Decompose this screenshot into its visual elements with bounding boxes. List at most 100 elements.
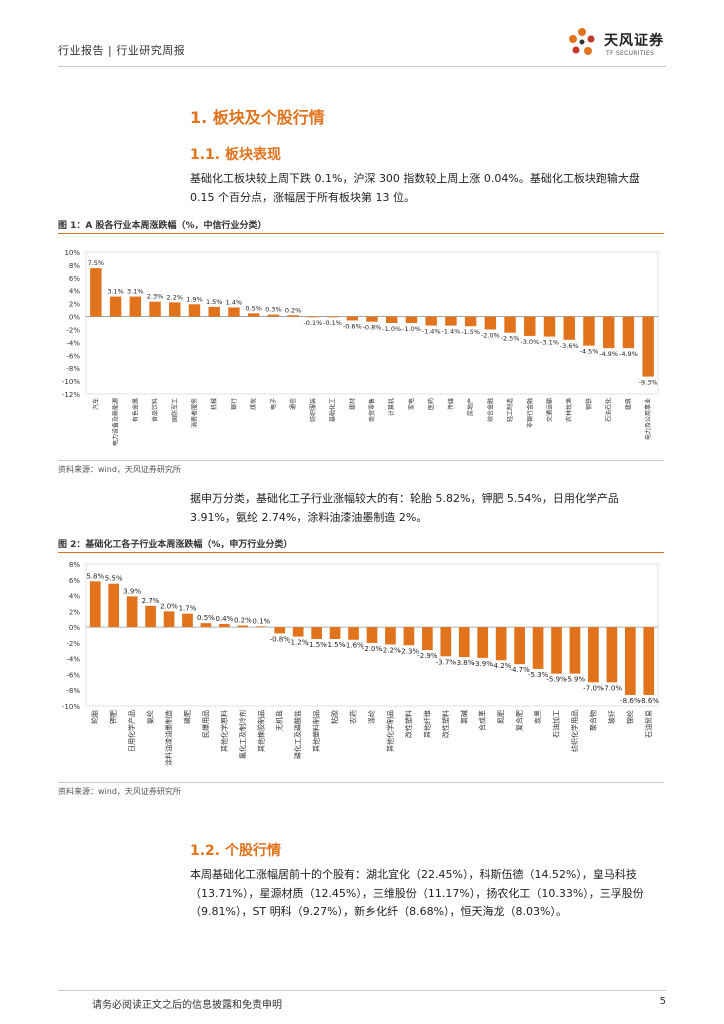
bar xyxy=(477,627,489,658)
bar xyxy=(182,613,193,628)
category-label: 石油加工 xyxy=(552,710,561,738)
data-label: -0.6% xyxy=(343,322,362,330)
data-label: -4.7% xyxy=(509,666,530,674)
data-label: -1.5% xyxy=(306,641,327,649)
data-label: -4.9% xyxy=(599,350,618,358)
category-label: 钾肥 xyxy=(109,710,118,724)
y-tick-label: -8% xyxy=(66,687,80,695)
category-label: 改性塑料 xyxy=(404,710,413,738)
data-label: -2.2% xyxy=(380,646,401,654)
bar xyxy=(237,625,249,628)
category-label: 电力及公用事业 xyxy=(644,398,652,440)
bar xyxy=(346,316,358,321)
bar xyxy=(219,623,230,628)
bar xyxy=(495,627,507,661)
category-label: 其他塑料制品 xyxy=(312,710,321,752)
figure1-divider xyxy=(58,233,664,234)
data-label: 2.2% xyxy=(167,293,184,301)
bar xyxy=(551,627,562,674)
bar xyxy=(109,296,122,317)
industry-change-chart: 10% 8% 6% 4% 2% 0% -2% -4% -6% -8% -10% -12% 7.5% 汽车 3… xyxy=(62,249,659,446)
category-label: 炭黑 xyxy=(534,710,542,724)
brand-subtitle: TF SECURITIES xyxy=(606,50,655,57)
figure1-source: 资料来源：wind，天风证券研究所 xyxy=(58,465,181,474)
bar xyxy=(200,623,212,628)
bar xyxy=(642,316,654,377)
bar xyxy=(569,627,581,674)
data-label: -8.6% xyxy=(639,697,660,705)
category-label: 建筑 xyxy=(624,398,632,410)
category-label: 家电 xyxy=(407,398,415,410)
bar xyxy=(440,627,452,657)
bar xyxy=(385,627,396,645)
category-label: 氟化工及制冷剂 xyxy=(238,710,247,759)
bar xyxy=(348,627,359,640)
bar xyxy=(445,316,457,326)
data-label: -2.5% xyxy=(501,335,520,343)
bar xyxy=(403,627,415,646)
data-label: -2.0% xyxy=(362,645,383,653)
bar xyxy=(386,316,398,323)
y-tick-label: -8% xyxy=(66,365,80,373)
category-label: 电力设备及新能源 xyxy=(112,398,120,446)
data-label: -2.3% xyxy=(399,647,420,655)
bar xyxy=(606,627,618,683)
bar xyxy=(458,627,470,658)
bar xyxy=(563,316,575,340)
y-tick-label: -10% xyxy=(62,378,80,386)
category-label: 其他化学制品 xyxy=(385,710,394,752)
category-label: 食品饮料 xyxy=(151,398,159,422)
category-label: 石油贸易 xyxy=(644,710,653,738)
data-label: 0.1% xyxy=(252,617,270,625)
category-label: 轮胎 xyxy=(90,710,99,724)
category-label: 轻工制造 xyxy=(506,398,514,422)
bar xyxy=(89,581,101,628)
y-tick-label: 10% xyxy=(64,249,80,257)
bar xyxy=(532,627,544,669)
category-label: 农药 xyxy=(349,710,358,724)
data-label: -0.1% xyxy=(323,319,342,327)
bar xyxy=(149,301,161,317)
bar xyxy=(514,627,525,665)
category-label: 有色金属 xyxy=(131,398,139,422)
bar xyxy=(366,627,378,643)
category-label: 综合金融 xyxy=(486,398,494,422)
data-label: -4.2% xyxy=(491,662,512,670)
data-label: -1.2% xyxy=(288,639,309,647)
data-label: -4.5% xyxy=(580,348,599,356)
category-label: 计算机 xyxy=(388,398,396,416)
category-label: 氯碱 xyxy=(459,710,468,724)
data-label: 0.4% xyxy=(215,615,233,623)
header-divider xyxy=(58,66,666,67)
subsection-heading-stocks: 1.2. 个股行情 xyxy=(190,843,281,859)
category-label: 汽车 xyxy=(92,398,100,410)
data-label: 1.5% xyxy=(206,298,223,306)
bar xyxy=(145,605,156,628)
data-label: -3.9% xyxy=(473,660,494,668)
category-label: 钢铁 xyxy=(585,398,593,410)
bar xyxy=(307,316,319,318)
data-label: 0.2% xyxy=(285,306,302,314)
bar xyxy=(524,316,536,336)
category-label: 传媒 xyxy=(447,398,455,410)
category-label: 建材 xyxy=(348,398,356,410)
category-label: 房地产 xyxy=(467,398,475,416)
figure1-title: 图 1：A 股各行业本周涨跌幅（%，中信行业分类） xyxy=(58,221,267,231)
y-tick-label: -6% xyxy=(66,352,80,360)
figure2-source: 资料来源：wind，天风证券研究所 xyxy=(58,787,181,796)
category-label: 其他纤维 xyxy=(422,710,431,738)
sector-paragraph: 基础化工板块较上周下跌 0.1%，沪深 300 指数较上周上涨 0.04%。基础… xyxy=(190,172,640,204)
y-tick-label: 4% xyxy=(69,593,80,601)
data-label: -0.8% xyxy=(363,324,382,332)
data-label: 0.5% xyxy=(197,614,215,622)
figure1-source-divider xyxy=(58,460,664,461)
bar xyxy=(311,627,322,639)
data-label: -4.9% xyxy=(619,350,638,358)
category-label: 复合肥 xyxy=(515,710,524,731)
data-label: -2.0% xyxy=(481,331,500,339)
data-label: -5.9% xyxy=(546,676,567,684)
data-label: 7.5% xyxy=(88,259,105,267)
bar xyxy=(108,583,120,628)
y-tick-label: -2% xyxy=(66,640,80,648)
data-label: -0.1% xyxy=(303,319,322,327)
